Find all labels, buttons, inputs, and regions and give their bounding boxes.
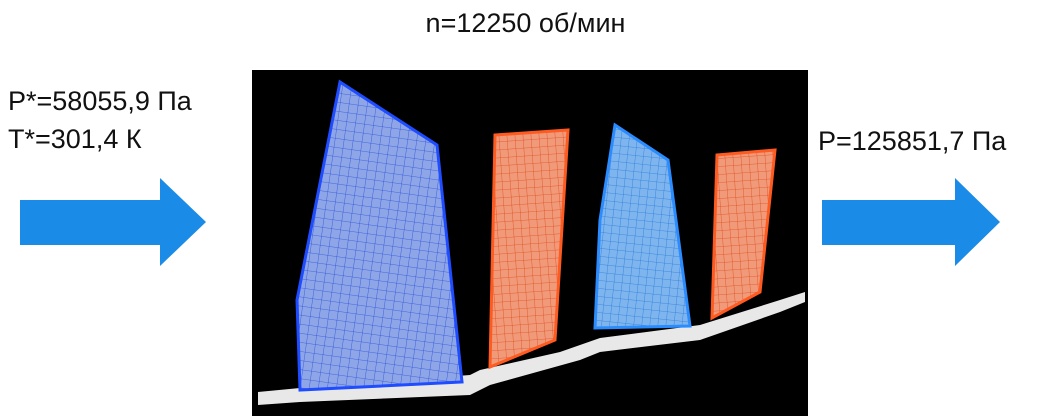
page: n=12250 об/мин P*=58055,9 Па T*=301,4 К … xyxy=(0,0,1051,416)
inlet-temperature: T*=301,4 К xyxy=(8,126,142,153)
outlet-pressure: P=125851,7 Па xyxy=(818,128,1006,155)
inlet-arrow xyxy=(20,178,206,266)
inlet-pressure: P*=58055,9 Па xyxy=(8,88,192,115)
title: n=12250 об/мин xyxy=(0,10,1051,37)
outlet-arrow xyxy=(822,178,1000,266)
stator-blade-1 xyxy=(490,130,568,367)
diagram xyxy=(0,0,1051,416)
